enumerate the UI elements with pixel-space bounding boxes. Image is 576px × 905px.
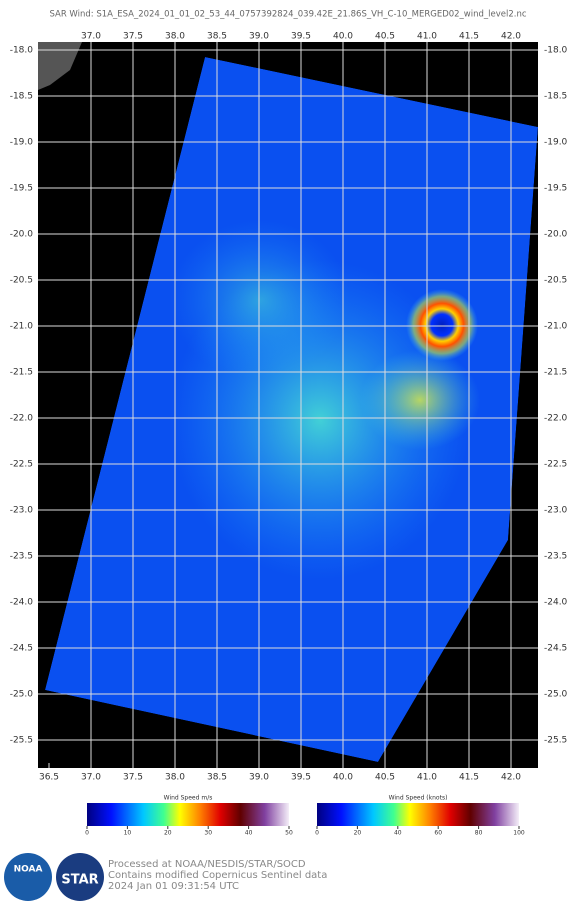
credit-line: Contains modified Copernicus Sentinel da… xyxy=(108,870,327,881)
colorbar-label: 0 xyxy=(315,830,319,837)
logo-text: STAR xyxy=(61,873,98,888)
lat-label: -21.5 xyxy=(10,368,33,378)
lat-label: -24.5 xyxy=(10,644,33,654)
lat-label: -22.5 xyxy=(544,460,567,470)
lat-label: -22.5 xyxy=(10,460,33,470)
lon-label: 40.0 xyxy=(333,773,353,783)
colorbar-label: 20 xyxy=(354,830,362,837)
lat-label: -22.0 xyxy=(10,414,34,424)
lon-label: 39.5 xyxy=(291,773,311,783)
lat-label: -19.0 xyxy=(10,138,34,148)
lat-label: -25.0 xyxy=(10,690,34,700)
lon-label: 41.0 xyxy=(417,773,437,783)
lon-label: 38.0 xyxy=(165,773,185,783)
lon-label: 38.5 xyxy=(207,32,227,42)
colorbar-label: 60 xyxy=(434,830,442,837)
lon-label: 39.0 xyxy=(249,773,269,783)
lat-label: -18.5 xyxy=(10,92,33,102)
lat-label: -25.5 xyxy=(10,736,33,746)
lon-label: 38.0 xyxy=(165,32,185,42)
colorbar-label: 40 xyxy=(394,830,402,837)
lat-label: -23.5 xyxy=(10,552,33,562)
lat-label: -24.0 xyxy=(10,598,34,608)
colorbar-knots xyxy=(317,803,519,826)
colorbar-label: 10 xyxy=(124,830,132,837)
lat-label: -18.0 xyxy=(10,46,34,56)
lon-label: 36.5 xyxy=(39,773,59,783)
wind-swath xyxy=(45,57,538,762)
lat-label: -19.0 xyxy=(544,138,568,148)
lat-label: -22.0 xyxy=(544,414,568,424)
lon-label: 37.5 xyxy=(123,773,143,783)
lon-label: 41.5 xyxy=(459,773,479,783)
credit-line: 2024 Jan 01 09:31:54 UTC xyxy=(108,881,239,892)
lat-label: -25.0 xyxy=(544,690,568,700)
colorbar-label: 40 xyxy=(245,830,253,837)
lat-label: -19.5 xyxy=(10,184,33,194)
lat-label: -20.5 xyxy=(544,276,567,286)
lon-label: 37.0 xyxy=(81,32,101,42)
graticule xyxy=(38,42,538,768)
colorbar-title: Wind Speed (knots) xyxy=(389,795,448,802)
lat-label: -20.0 xyxy=(544,230,568,240)
lon-label: 40.5 xyxy=(375,32,395,42)
colorbar-label: 0 xyxy=(85,830,89,837)
lat-label: -20.5 xyxy=(10,276,33,286)
lon-label: 37.0 xyxy=(81,773,101,783)
colorbar-label: 30 xyxy=(204,830,212,837)
colorbar-label: 50 xyxy=(285,830,293,837)
land xyxy=(38,42,82,90)
lat-label: -25.5 xyxy=(544,736,567,746)
lon-label: 41.5 xyxy=(459,32,479,42)
lon-label: 41.0 xyxy=(417,32,437,42)
noaa-logo xyxy=(4,853,52,901)
lat-label: -21.0 xyxy=(10,322,34,332)
lat-label: -23.0 xyxy=(544,506,568,516)
lon-label: 40.0 xyxy=(333,32,353,42)
colorbar-label: 20 xyxy=(164,830,172,837)
colorbar-ms xyxy=(87,803,289,826)
lat-label: -23.0 xyxy=(10,506,34,516)
lon-label: 37.5 xyxy=(123,32,143,42)
logo-text: NOAA xyxy=(14,865,43,875)
lat-label: -19.5 xyxy=(544,184,567,194)
colorbar-label: 80 xyxy=(475,830,483,837)
lat-label: -20.0 xyxy=(10,230,34,240)
lat-label: -18.0 xyxy=(544,46,568,56)
lon-label: 39.0 xyxy=(249,32,269,42)
lat-label: -18.5 xyxy=(544,92,567,102)
colorbar-title: Wind Speed m/s xyxy=(164,795,213,802)
lon-label: 38.5 xyxy=(207,773,227,783)
lat-label: -23.5 xyxy=(544,552,567,562)
lon-label: 39.5 xyxy=(291,32,311,42)
lat-label: -21.0 xyxy=(544,322,568,332)
lat-label: -24.0 xyxy=(544,598,568,608)
lon-label: 42.0 xyxy=(501,32,521,42)
lat-label: -21.5 xyxy=(544,368,567,378)
lat-label: -24.5 xyxy=(544,644,567,654)
star-logo xyxy=(56,853,104,901)
credit-line: Processed at NOAA/NESDIS/STAR/SOCD xyxy=(108,859,306,870)
title: SAR Wind: S1A_ESA_2024_01_01_02_53_44_07… xyxy=(49,10,526,20)
lon-label: 40.5 xyxy=(375,773,395,783)
lon-label: 42.0 xyxy=(501,773,521,783)
colorbar-label: 100 xyxy=(513,830,525,837)
